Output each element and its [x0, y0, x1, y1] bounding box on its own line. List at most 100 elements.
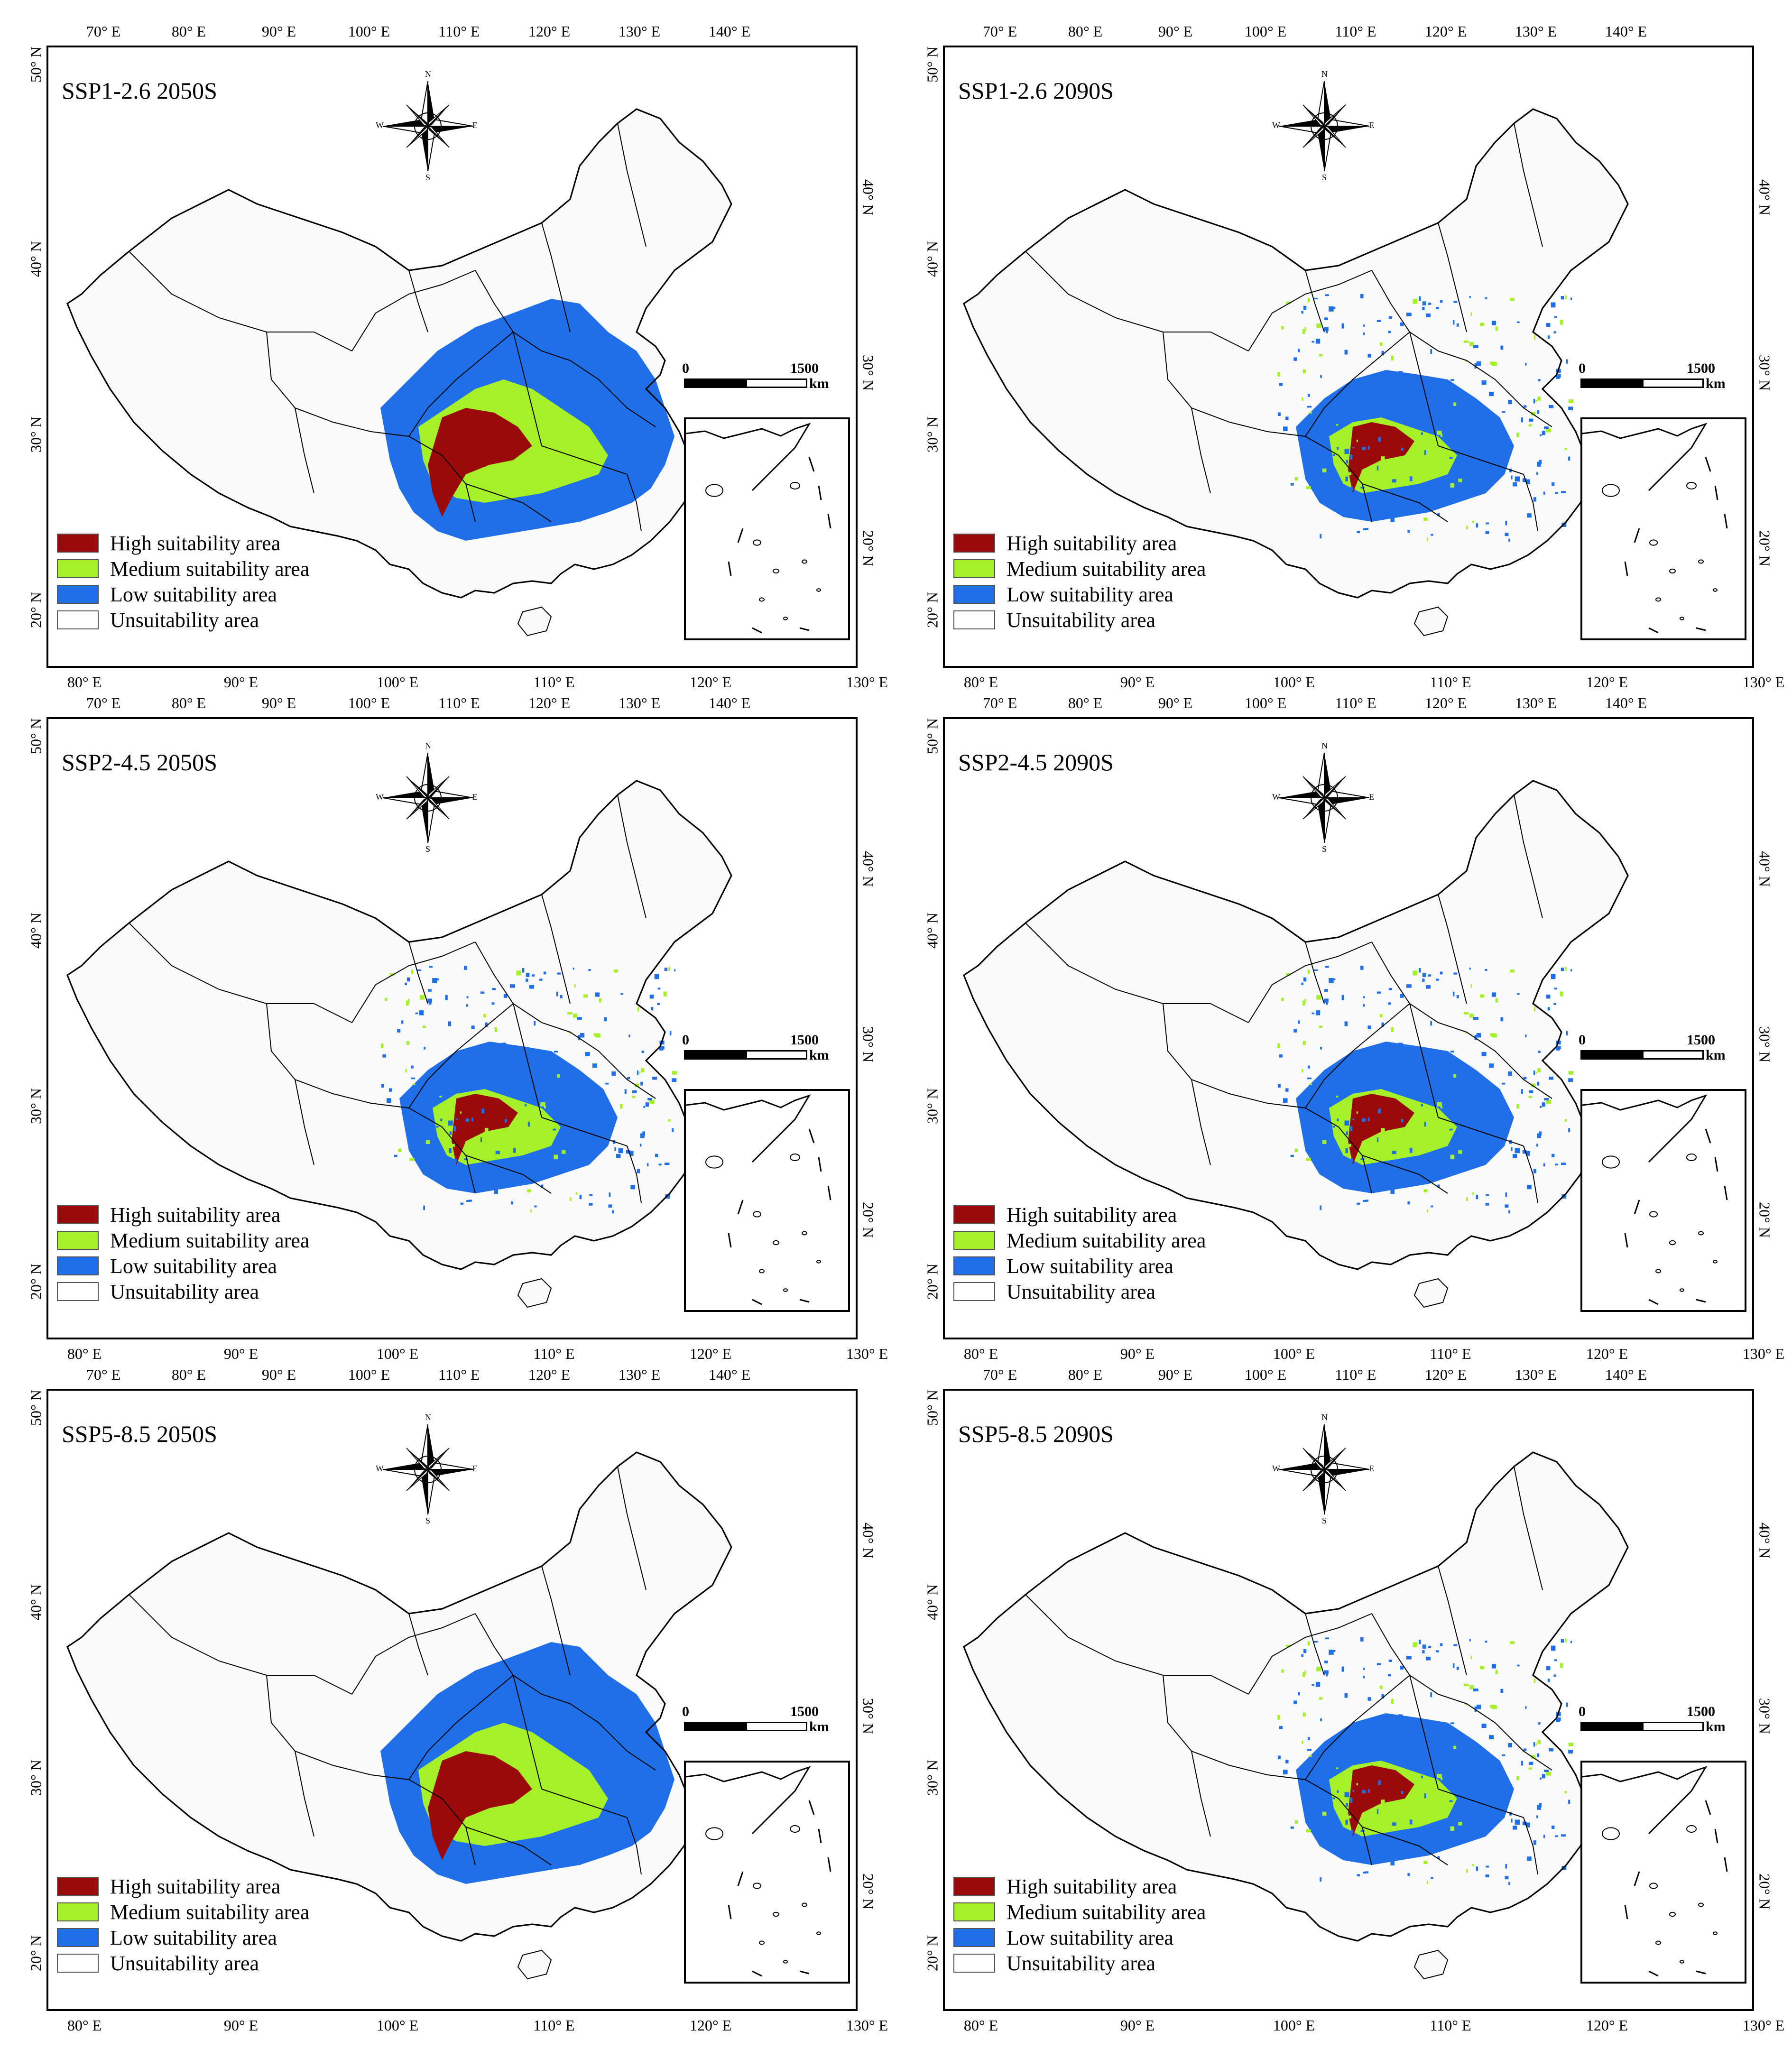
legend-label: Medium suitability area	[1007, 1900, 1206, 1924]
suitability-speckle	[1324, 989, 1328, 992]
inset-island	[759, 1269, 765, 1274]
suitability-speckle	[448, 1170, 450, 1172]
nine-dash-segment	[737, 1200, 744, 1215]
suitability-speckle	[394, 1154, 397, 1157]
nine-dash-segment	[1696, 1299, 1706, 1303]
suitability-layer	[1277, 294, 1574, 542]
suitability-speckle	[422, 1025, 426, 1028]
suitability-speckle	[1538, 379, 1541, 381]
suitability-speckle	[1521, 1089, 1523, 1094]
province-boundary	[408, 1003, 514, 1108]
suitability-speckle	[1320, 534, 1321, 539]
suitability-speckle	[1313, 1161, 1319, 1164]
suitability-speckle	[1309, 1083, 1312, 1085]
suitability-speckle	[1316, 472, 1320, 478]
suitability-speckle	[1522, 1150, 1527, 1154]
suitability-speckle	[1463, 340, 1469, 343]
suitability-speckle	[1319, 1025, 1322, 1028]
suitability-speckle	[640, 1133, 645, 1138]
suitability-speckle	[1449, 457, 1453, 459]
suitability-speckle	[1290, 1826, 1294, 1829]
suitability-speckle	[1556, 1718, 1560, 1722]
left-tick-label: 50° N	[27, 1390, 45, 1426]
suitability-speckle	[1513, 1826, 1517, 1830]
suitability-speckle	[579, 1195, 582, 1200]
province-boundary	[1438, 894, 1467, 1004]
suitability-speckle	[1526, 479, 1530, 484]
province-boundary	[617, 123, 647, 247]
suitability-speckle	[1322, 468, 1327, 472]
legend-label: High suitability area	[1007, 1203, 1177, 1227]
suitability-speckle	[1432, 398, 1434, 403]
top-tick-label: 90° E	[1158, 1366, 1193, 1383]
suitability-speckle	[1393, 463, 1397, 466]
suitability-speckle	[1413, 1642, 1418, 1647]
suitability-speckle	[1472, 1864, 1474, 1866]
suitability-speckle	[1303, 977, 1307, 982]
suitability-speckle	[1308, 1737, 1310, 1740]
suitability-speckle	[1542, 1774, 1545, 1779]
suitability-speckle	[1533, 398, 1535, 404]
suitability-speckle	[434, 978, 439, 980]
suitability-speckle	[637, 1169, 640, 1173]
suitability-speckle	[638, 1071, 641, 1074]
nine-dash-segment	[1705, 1128, 1711, 1144]
bottom-tick-label: 80° E	[963, 2017, 998, 2034]
inset-island	[790, 1154, 800, 1161]
china-map	[963, 780, 1629, 1308]
nine-dash-segment	[827, 1857, 831, 1872]
suitability-speckle	[411, 969, 414, 974]
suitability-speckle	[1465, 1703, 1468, 1705]
nine-dash-segment	[752, 1299, 762, 1305]
left-tick-label: 20° N	[924, 592, 941, 628]
bottom-tick-label: 80° E	[963, 1345, 998, 1362]
suitability-speckle	[1552, 482, 1555, 486]
suitability-speckle	[1465, 360, 1468, 362]
suitability-speckle	[1568, 1800, 1570, 1804]
province-boundary	[295, 1751, 314, 1837]
south-china-sea-inset	[1580, 417, 1746, 640]
suitability-speckle	[1332, 454, 1335, 456]
top-tick-label: 100° E	[1244, 23, 1287, 40]
suitability-speckle	[620, 993, 623, 995]
top-tick-label: 100° E	[348, 23, 390, 40]
suitability-speckle	[1318, 1822, 1321, 1824]
top-tick-label: 110° E	[1335, 1366, 1376, 1383]
inset-island	[1698, 559, 1704, 564]
suitability-speckle	[567, 1149, 570, 1154]
legend-swatch	[57, 534, 99, 553]
suitability-speckle	[454, 1065, 458, 1068]
suitability-speckle	[589, 1203, 593, 1206]
suitability-speckle	[1415, 1098, 1420, 1100]
suitability-speckle	[436, 1126, 439, 1128]
nine-dash-segment	[1705, 457, 1711, 472]
suitability-speckle	[1330, 978, 1336, 980]
right-tick-label: 30° N	[1756, 355, 1774, 391]
suitability-speckle	[649, 1100, 655, 1104]
suitability-speckle	[1393, 1806, 1397, 1809]
bottom-tick-label: 130° E	[846, 1345, 888, 1362]
legend-item: Unsuitability area	[57, 1952, 259, 1975]
suitability-speckle	[1423, 1861, 1428, 1864]
suitability-speckle	[1564, 1119, 1567, 1122]
inset-coastline	[686, 1766, 811, 1835]
province-boundary	[1438, 1789, 1524, 1818]
suitability-speckle	[408, 998, 410, 1003]
suitability-speckle	[1464, 478, 1467, 482]
suitability-speckle	[1502, 440, 1505, 443]
suitability-speckle	[1349, 1756, 1352, 1759]
bottom-tick-label: 110° E	[533, 1345, 575, 1362]
south-china-sea-inset	[1580, 1089, 1746, 1312]
suitability-speckle	[411, 1077, 416, 1080]
suitability-speckle	[1502, 1112, 1505, 1115]
suitability-speckle	[1564, 447, 1567, 450]
suitability-speckle	[1470, 312, 1472, 316]
compass-n: N	[1321, 741, 1328, 750]
suitability-speckle	[1436, 978, 1439, 981]
scale-unit: km	[1706, 376, 1726, 391]
suitability-speckle	[575, 1192, 578, 1195]
right-tick-label: 20° N	[859, 1874, 877, 1910]
suitability-speckle	[1419, 968, 1421, 973]
suitability-speckle	[456, 1118, 458, 1120]
suitability-speckle	[1360, 487, 1365, 489]
